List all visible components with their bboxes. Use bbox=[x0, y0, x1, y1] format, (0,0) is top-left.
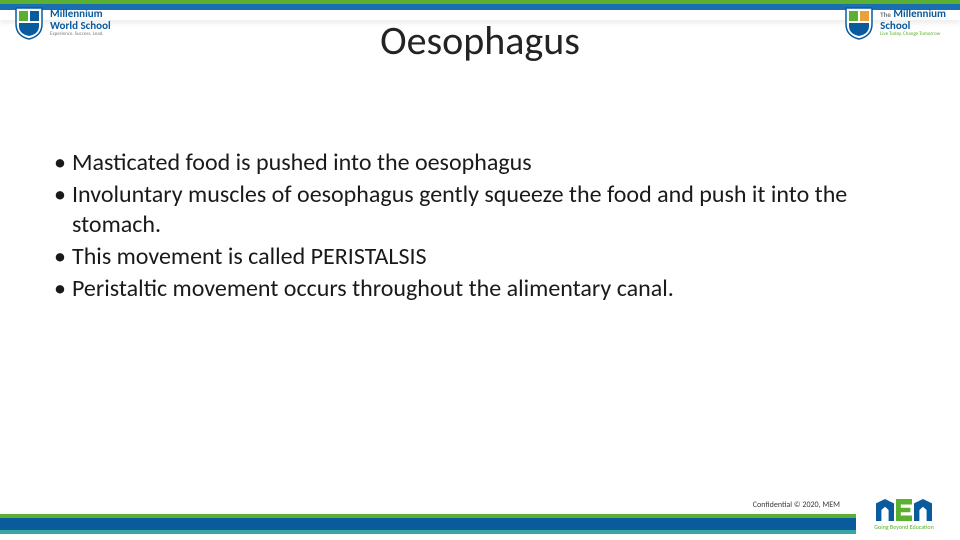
list-item: Peristaltic movement occurs throughout t… bbox=[54, 274, 906, 304]
list-item: This movement is called PERISTALSIS bbox=[54, 242, 906, 272]
bullet-text: This movement is called PERISTALSIS bbox=[72, 242, 906, 272]
mem-logo-icon bbox=[876, 499, 932, 521]
bullet-text: Masticated food is pushed into the oesop… bbox=[72, 148, 906, 178]
footer-stripe-teal bbox=[0, 530, 860, 534]
mem-m1-icon bbox=[876, 499, 894, 521]
list-item: Masticated food is pushed into the oesop… bbox=[54, 148, 906, 178]
footer-band bbox=[0, 494, 960, 540]
bullet-text: Involuntary muscles of oesophagus gently… bbox=[72, 180, 906, 240]
footer-logo: Going Beyond Education bbox=[856, 494, 952, 536]
slide-content: Masticated food is pushed into the oesop… bbox=[54, 148, 906, 306]
list-item: Involuntary muscles of oesophagus gently… bbox=[54, 180, 906, 240]
mem-m2-icon bbox=[914, 499, 932, 521]
bullet-list: Masticated food is pushed into the oesop… bbox=[54, 148, 906, 304]
bullet-text: Peristaltic movement occurs throughout t… bbox=[72, 274, 906, 304]
mem-e-icon bbox=[896, 499, 912, 521]
slide: Millennium World School Experience. Succ… bbox=[0, 0, 960, 540]
footer-logo-tagline: Going Beyond Education bbox=[874, 523, 933, 531]
footer-stripe-blue bbox=[0, 518, 860, 530]
slide-title: Oesophagus bbox=[0, 16, 960, 65]
